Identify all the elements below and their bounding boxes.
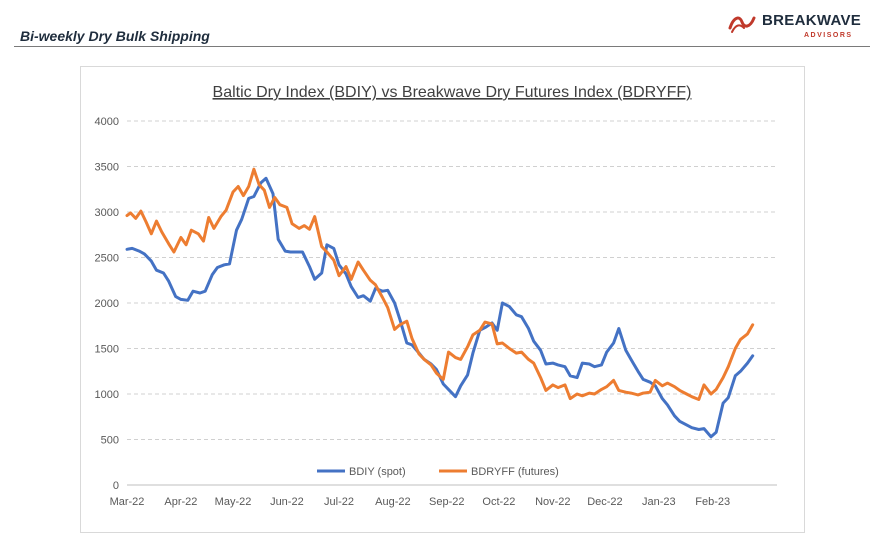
y-tick-label: 2500 bbox=[95, 253, 119, 265]
x-tick-label: May-22 bbox=[215, 496, 252, 508]
x-tick-label: Mar-22 bbox=[110, 496, 145, 508]
wave-logo-icon bbox=[728, 16, 756, 33]
legend-label: BDRYFF (futures) bbox=[471, 466, 559, 478]
y-tick-label: 0 bbox=[113, 480, 119, 492]
chart-frame: Baltic Dry Index (BDIY) vs Breakwave Dry… bbox=[80, 66, 805, 533]
y-tick-label: 2000 bbox=[95, 298, 119, 310]
y-tick-label: 1500 bbox=[95, 344, 119, 356]
y-tick-label: 4000 bbox=[95, 116, 119, 128]
y-tick-label: 1000 bbox=[95, 389, 119, 401]
x-tick-label: Feb-23 bbox=[695, 496, 730, 508]
page-header-title: Bi-weekly Dry Bulk Shipping bbox=[20, 28, 210, 44]
chart-title: Baltic Dry Index (BDIY) vs Breakwave Dry… bbox=[213, 84, 692, 101]
logo-name: BREAKWAVE bbox=[762, 12, 862, 29]
x-tick-label: Sep-22 bbox=[429, 496, 464, 508]
x-tick-label: Aug-22 bbox=[375, 496, 410, 508]
x-tick-label: Jun-22 bbox=[270, 496, 304, 508]
x-tick-label: Jan-23 bbox=[642, 496, 676, 508]
y-tick-label: 3000 bbox=[95, 207, 119, 219]
x-tick-label: Oct-22 bbox=[482, 496, 515, 508]
logo-subtitle: ADVISORS bbox=[804, 32, 853, 39]
legend-label: BDIY (spot) bbox=[349, 466, 406, 478]
y-tick-label: 500 bbox=[101, 435, 119, 447]
line-chart: Baltic Dry Index (BDIY) vs Breakwave Dry… bbox=[95, 84, 777, 508]
header-divider bbox=[14, 46, 870, 47]
y-tick-label: 3500 bbox=[95, 162, 119, 174]
x-tick-label: Dec-22 bbox=[587, 496, 622, 508]
brand-logo: BREAKWAVE ADVISORS bbox=[728, 10, 868, 42]
series-line-bdryff bbox=[125, 167, 755, 401]
x-tick-label: Nov-22 bbox=[535, 496, 570, 508]
x-tick-label: Apr-22 bbox=[164, 496, 197, 508]
x-tick-label: Jul-22 bbox=[324, 496, 354, 508]
